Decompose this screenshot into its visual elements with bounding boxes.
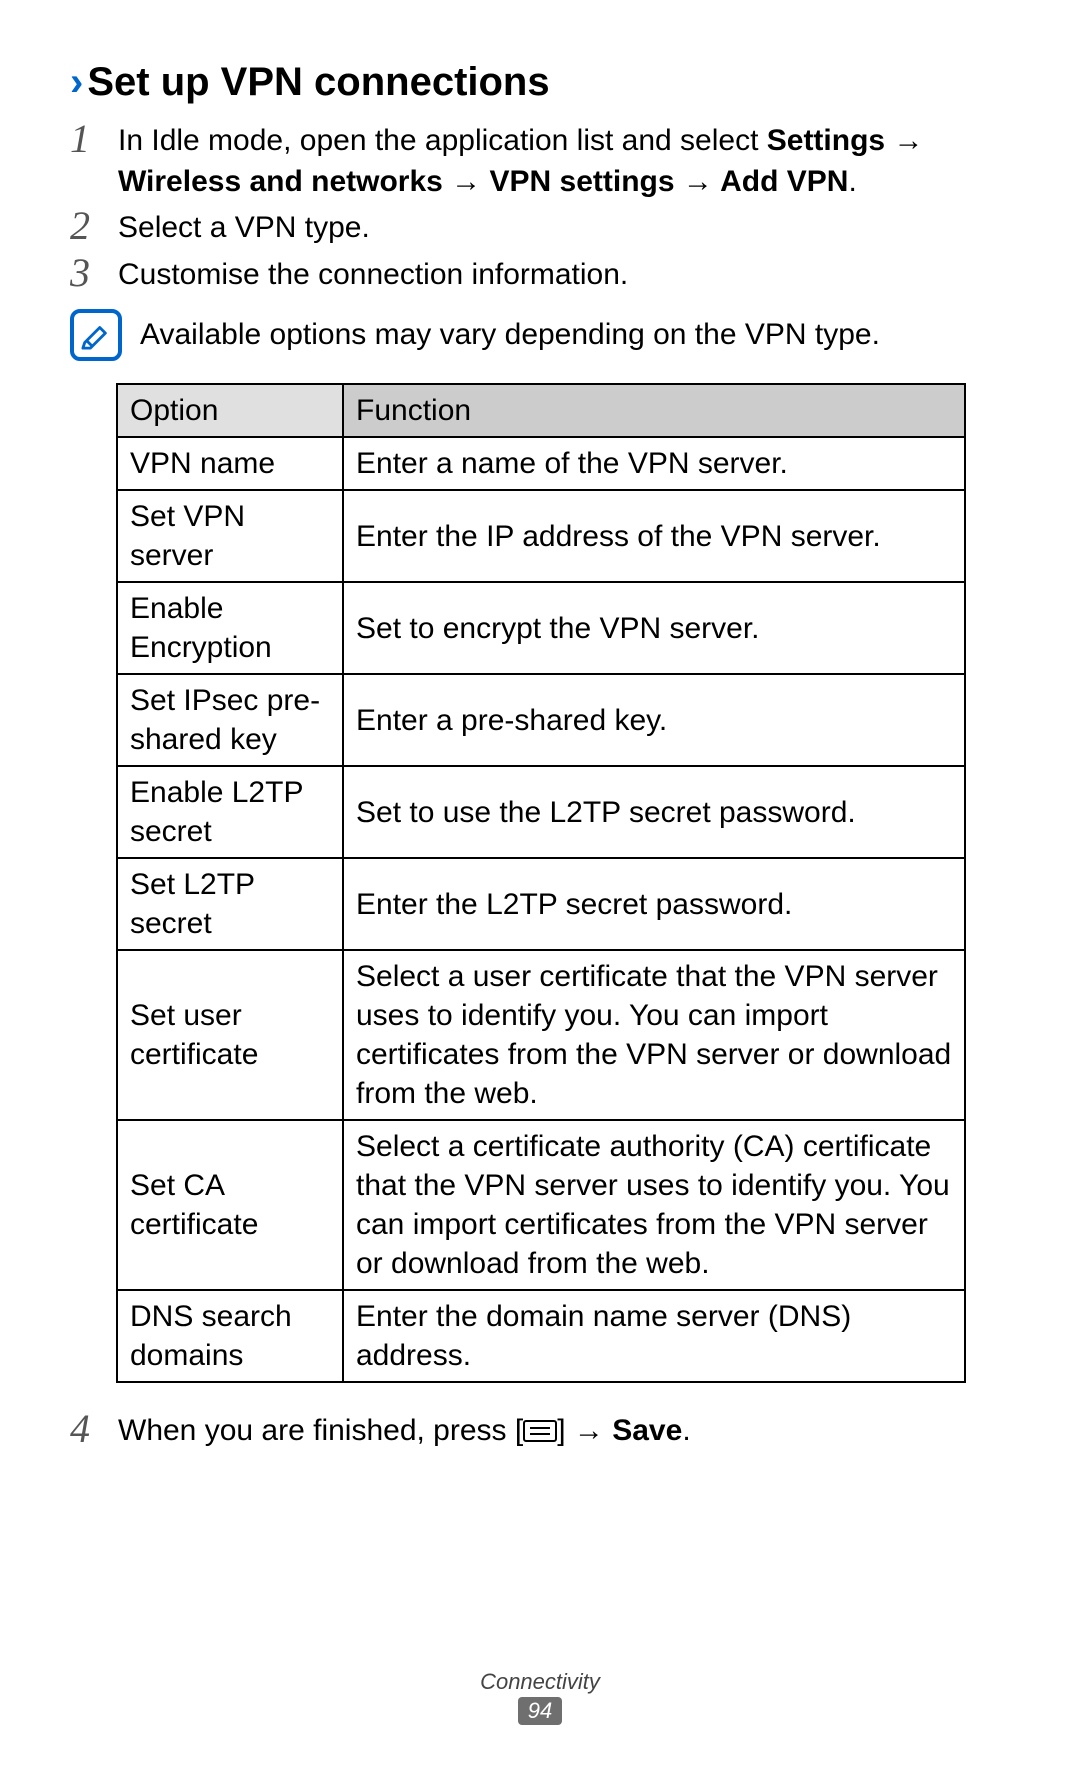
function-cell: Set to use the L2TP secret password. <box>343 766 965 858</box>
step-1-bold-wireless: Wireless and networks <box>118 165 443 198</box>
step-number: 3 <box>70 253 118 293</box>
option-cell: Set user certificate <box>117 950 343 1120</box>
footer-page-number: 94 <box>518 1697 562 1725</box>
step-1-bold-settings: Settings <box>767 124 885 157</box>
table-body: VPN name Enter a name of the VPN server.… <box>117 437 965 1382</box>
step-number: 1 <box>70 119 118 159</box>
table-header-row: Option Function <box>117 384 965 437</box>
step-2: 2 Select a VPN type. <box>70 208 1010 249</box>
step-1-bold-vpn-settings: VPN settings <box>490 165 675 198</box>
function-cell: Set to encrypt the VPN server. <box>343 582 965 674</box>
step-1-prefix: In Idle mode, open the application list … <box>118 124 767 157</box>
table-row: Set user certificate Select a user certi… <box>117 950 965 1120</box>
function-cell: Select a user certificate that the VPN s… <box>343 950 965 1120</box>
table-header-function: Function <box>343 384 965 437</box>
step-1-arrow3: → <box>675 165 721 198</box>
table-header-option: Option <box>117 384 343 437</box>
option-cell: DNS search domains <box>117 1290 343 1382</box>
function-cell: Enter the IP address of the VPN server. <box>343 490 965 582</box>
table-row: DNS search domains Enter the domain name… <box>117 1290 965 1382</box>
page: ›Set up VPN connections 1 In Idle mode, … <box>0 0 1080 1771</box>
step-3: 3 Customise the connection information. <box>70 255 1010 296</box>
step-1: 1 In Idle mode, open the application lis… <box>70 121 1010 202</box>
function-cell: Enter the L2TP secret password. <box>343 858 965 950</box>
vpn-options-table: Option Function VPN name Enter a name of… <box>116 383 966 1383</box>
step-1-bold-add-vpn: Add VPN <box>720 165 848 198</box>
option-cell: Set CA certificate <box>117 1120 343 1290</box>
section-heading: ›Set up VPN connections <box>70 60 1010 105</box>
function-cell: Enter a pre-shared key. <box>343 674 965 766</box>
option-cell: Set L2TP secret <box>117 858 343 950</box>
step-3-body: Customise the connection information. <box>118 255 1010 296</box>
option-cell: Enable Encryption <box>117 582 343 674</box>
step-4: 4 When you are finished, press [ ] → Save… <box>70 1411 1010 1454</box>
menu-icon <box>523 1413 557 1454</box>
steps-list: 1 In Idle mode, open the application lis… <box>70 121 1010 295</box>
step-number: 4 <box>70 1409 118 1449</box>
step-4-bold-save: Save <box>612 1414 682 1447</box>
step-4-prefix: When you are finished, press [ <box>118 1414 523 1447</box>
table-row: Set VPN server Enter the IP address of t… <box>117 490 965 582</box>
step-1-suffix: . <box>848 165 856 198</box>
option-cell: Set IPsec pre-shared key <box>117 674 343 766</box>
function-cell: Enter the domain name server (DNS) addre… <box>343 1290 965 1382</box>
function-cell: Select a certificate authority (CA) cert… <box>343 1120 965 1290</box>
chevron-icon: › <box>70 60 83 104</box>
step-number: 2 <box>70 206 118 246</box>
option-cell: VPN name <box>117 437 343 490</box>
note-text: Available options may vary depending on … <box>140 315 880 356</box>
table-row: Set IPsec pre-shared key Enter a pre-sha… <box>117 674 965 766</box>
step-1-arrow2: → <box>443 165 490 198</box>
table-row: Set CA certificate Select a certificate … <box>117 1120 965 1290</box>
footer-section-label: Connectivity <box>0 1669 1080 1695</box>
heading-text: Set up VPN connections <box>87 60 549 104</box>
table-row: Enable Encryption Set to encrypt the VPN… <box>117 582 965 674</box>
option-cell: Enable L2TP secret <box>117 766 343 858</box>
function-cell: Enter a name of the VPN server. <box>343 437 965 490</box>
step-2-body: Select a VPN type. <box>118 208 1010 249</box>
table-row: VPN name Enter a name of the VPN server. <box>117 437 965 490</box>
step-4-mid: ] → <box>557 1414 612 1447</box>
step-4-suffix: . <box>682 1414 690 1447</box>
table-row: Set L2TP secret Enter the L2TP secret pa… <box>117 858 965 950</box>
note-icon <box>70 309 122 361</box>
option-cell: Set VPN server <box>117 490 343 582</box>
step-4-body: When you are finished, press [ ] → Save. <box>118 1411 1010 1454</box>
table-row: Enable L2TP secret Set to use the L2TP s… <box>117 766 965 858</box>
page-footer: Connectivity 94 <box>0 1669 1080 1725</box>
note-row: Available options may vary depending on … <box>70 309 1010 361</box>
step-1-body: In Idle mode, open the application list … <box>118 121 1010 202</box>
step-1-arrow1: → <box>885 124 923 157</box>
